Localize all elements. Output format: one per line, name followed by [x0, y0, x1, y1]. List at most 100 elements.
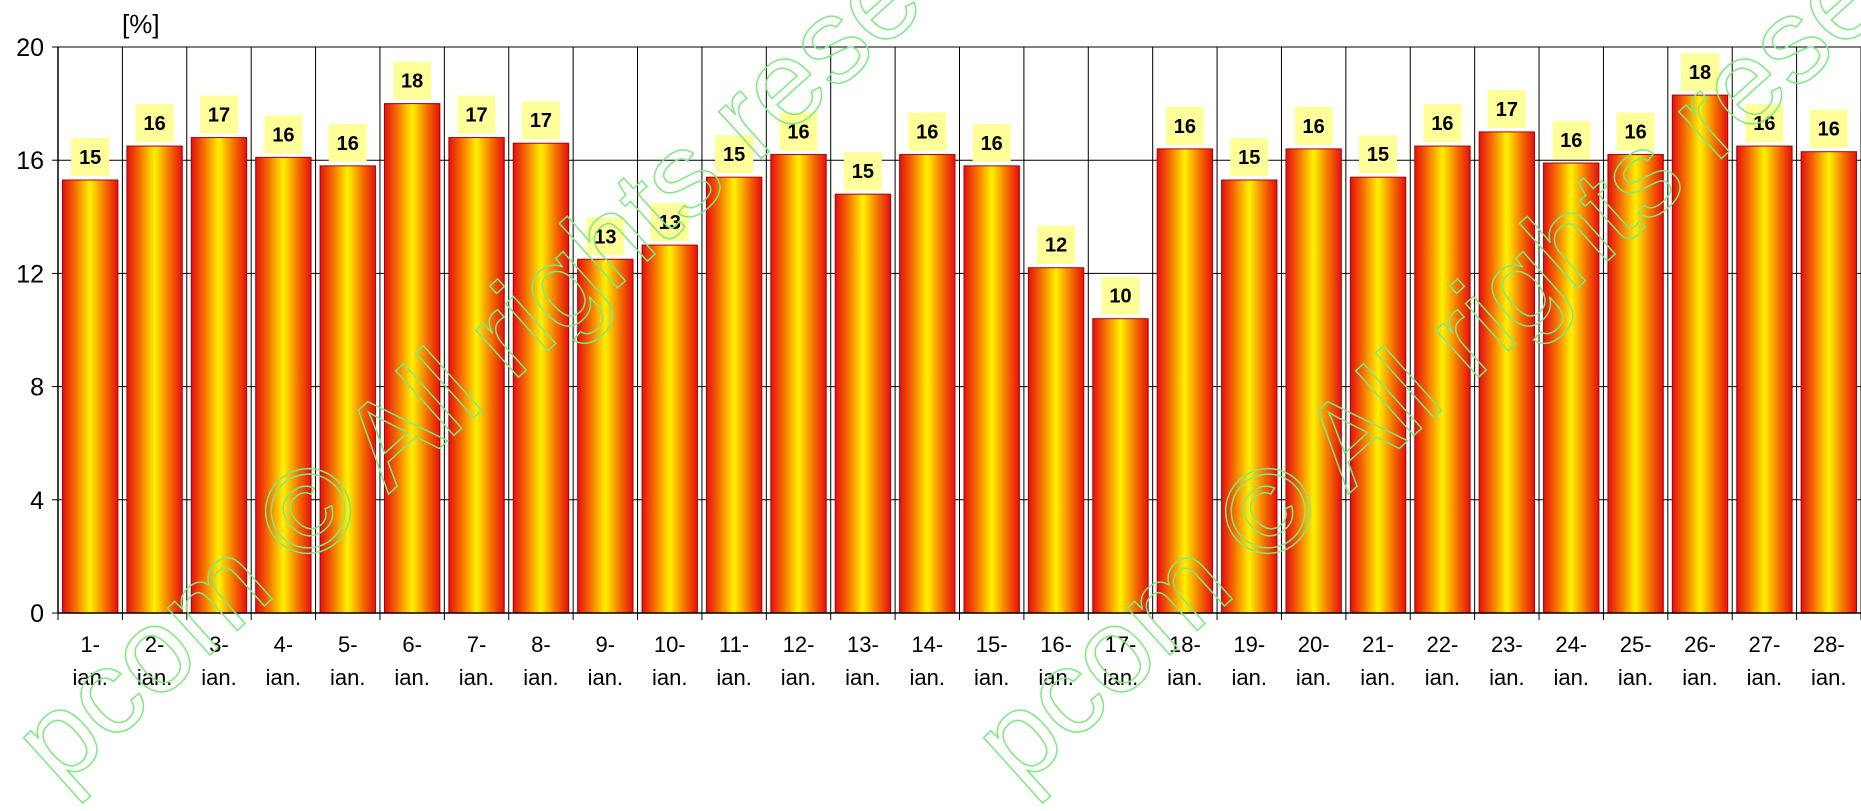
data-label: 15 [1238, 147, 1260, 169]
data-label: 17 [530, 110, 552, 132]
data-label-box [1423, 104, 1462, 143]
data-label: 16 [1174, 116, 1196, 138]
data-label: 16 [1431, 113, 1453, 135]
x-tick-label: 2- [145, 632, 165, 657]
x-tick-label: 22- [1427, 632, 1459, 657]
data-label-box [1616, 112, 1655, 151]
x-tick-label: ian. [1360, 665, 1395, 690]
x-tick-label: 4- [274, 632, 294, 657]
data-label-box [264, 115, 303, 154]
data-label: 16 [981, 133, 1003, 155]
data-label: 16 [916, 122, 938, 144]
x-tick-label: 3- [209, 632, 229, 657]
data-label-box [521, 101, 560, 140]
data-label: 16 [1625, 122, 1647, 144]
data-label-box [586, 217, 625, 256]
x-tick-label: ian. [394, 665, 429, 690]
data-label: 12 [1045, 235, 1067, 257]
data-label: 17 [465, 105, 487, 127]
data-label-box [908, 112, 947, 151]
x-tick-label: 18- [1169, 632, 1201, 657]
bar [1027, 267, 1085, 614]
data-label: 15 [723, 144, 745, 166]
data-label-box [457, 95, 496, 134]
y-tick-label: 12 [16, 260, 44, 288]
y-unit-label: [%] [122, 9, 160, 39]
data-label-box [972, 123, 1011, 162]
data-label: 13 [659, 212, 681, 234]
x-tick-label: ian. [1747, 665, 1782, 690]
bar [1478, 131, 1536, 614]
data-label: 18 [401, 71, 423, 93]
x-tick-label: 23- [1491, 632, 1523, 657]
x-tick-label: ian. [523, 665, 558, 690]
data-label-box [135, 104, 174, 143]
data-label-box [199, 95, 238, 134]
x-tick-label: 20- [1298, 632, 1330, 657]
bar [62, 179, 119, 614]
x-tick-label: 8- [531, 632, 551, 657]
data-label-box [71, 138, 110, 177]
x-tick-label: ian. [716, 665, 751, 690]
data-label-box [1037, 225, 1076, 264]
data-label-box [650, 203, 689, 242]
data-label: 16 [787, 122, 809, 144]
data-label: 10 [1109, 286, 1131, 308]
x-tick-label: ian. [1682, 665, 1717, 690]
bar [1092, 318, 1149, 614]
data-label: 17 [1496, 99, 1518, 121]
y-tick-label: 4 [30, 487, 44, 515]
x-tick-label: ian. [1489, 665, 1524, 690]
x-tick-label: 24- [1555, 632, 1587, 657]
bar [383, 103, 441, 614]
x-tick-label: ian. [266, 665, 301, 690]
data-label-box [1294, 106, 1333, 145]
data-label: 17 [208, 105, 230, 127]
x-tick-label: 5- [338, 632, 358, 657]
data-label-box [1359, 135, 1398, 174]
x-tick-label: 7- [467, 632, 487, 657]
x-tick-label: 9- [596, 632, 616, 657]
x-tick-label: 27- [1749, 632, 1781, 657]
x-tick-label: 13- [847, 632, 879, 657]
bar [1671, 94, 1729, 614]
x-tick-label: 16- [1040, 632, 1072, 657]
x-tick-label: 6- [402, 632, 422, 657]
bar [1800, 151, 1857, 614]
x-tick-label: 12- [783, 632, 815, 657]
x-tick-label: 14- [911, 632, 943, 657]
x-tick-label: 19- [1233, 632, 1265, 657]
x-tick-label: ian. [1038, 665, 1073, 690]
data-label: 13 [594, 226, 616, 248]
gridlines [57, 46, 1861, 614]
x-tick-label: 28- [1813, 632, 1845, 657]
y-tick-label: 16 [16, 147, 44, 175]
x-tick-label: ian. [330, 665, 365, 690]
bar [1349, 176, 1407, 614]
x-tick-label: ian. [588, 665, 623, 690]
data-label: 16 [1303, 116, 1325, 138]
y-tick-label: 20 [16, 34, 44, 62]
x-tick-label: 17- [1105, 632, 1137, 657]
bar [1736, 145, 1793, 614]
bar [448, 137, 505, 614]
x-tick-label: 21- [1362, 632, 1394, 657]
data-labels: 15 16 17 16 16 18 17 17 13 13 15 16 15 16 16 12 10 16 15 16… [71, 53, 1848, 315]
data-label-box [1809, 109, 1848, 148]
data-label-box [843, 152, 882, 191]
x-tick-label: 26- [1684, 632, 1716, 657]
data-label-box [1745, 104, 1784, 143]
x-tick-label: ian. [910, 665, 945, 690]
data-label: 16 [1560, 130, 1582, 152]
y-tick-label: 0 [30, 600, 44, 628]
data-label: 15 [79, 147, 101, 169]
data-label: 16 [143, 113, 165, 135]
bar [319, 165, 376, 614]
x-tick-label: ian. [845, 665, 880, 690]
bar [641, 244, 698, 614]
data-label-box [1230, 138, 1269, 177]
x-tick-label: ian. [1618, 665, 1653, 690]
x-tick-label: ian. [652, 665, 687, 690]
x-tick-label: ian. [1167, 665, 1202, 690]
